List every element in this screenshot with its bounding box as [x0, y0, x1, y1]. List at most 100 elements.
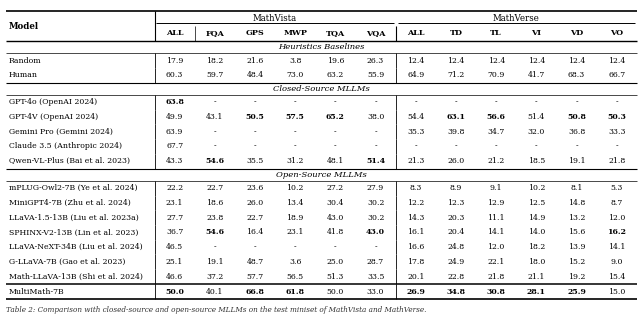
Text: 34.8: 34.8 [447, 287, 465, 296]
Text: -: - [214, 98, 216, 106]
Text: -: - [374, 128, 377, 136]
Text: SPHINX-V2-13B (Lin et al. 2023): SPHINX-V2-13B (Lin et al. 2023) [9, 229, 138, 236]
Text: 46.5: 46.5 [166, 243, 183, 251]
Text: Open-Source MLLMs: Open-Source MLLMs [276, 171, 367, 179]
Text: 50.3: 50.3 [607, 113, 626, 121]
Text: TL: TL [490, 29, 502, 37]
Text: -: - [575, 98, 578, 106]
Text: 10.2: 10.2 [287, 184, 304, 192]
Text: -: - [253, 143, 257, 150]
Text: 57.5: 57.5 [286, 113, 305, 121]
Text: -: - [415, 143, 417, 150]
Text: 63.2: 63.2 [327, 71, 344, 79]
Text: Qwen-VL-Plus (Bai et al. 2023): Qwen-VL-Plus (Bai et al. 2023) [9, 157, 130, 165]
Text: 15.4: 15.4 [608, 272, 625, 281]
Text: MWP: MWP [284, 29, 307, 37]
Text: 16.1: 16.1 [407, 229, 424, 236]
Text: 48.1: 48.1 [327, 157, 344, 165]
Text: 14.3: 14.3 [407, 214, 424, 222]
Text: 27.7: 27.7 [166, 214, 183, 222]
Text: 23.6: 23.6 [246, 184, 264, 192]
Text: 16.4: 16.4 [246, 229, 264, 236]
Text: 12.0: 12.0 [488, 243, 505, 251]
Text: mPLUG-Owl2-7B (Ye et al. 2024): mPLUG-Owl2-7B (Ye et al. 2024) [9, 184, 138, 192]
Text: -: - [253, 243, 257, 251]
Text: 39.8: 39.8 [447, 128, 465, 136]
Text: -: - [294, 243, 296, 251]
Text: 24.8: 24.8 [447, 243, 465, 251]
Text: 56.6: 56.6 [486, 113, 506, 121]
Text: 19.1: 19.1 [568, 157, 585, 165]
Text: 12.4: 12.4 [407, 57, 424, 64]
Text: 66.8: 66.8 [246, 287, 264, 296]
Text: 26.0: 26.0 [447, 157, 465, 165]
Text: 67.7: 67.7 [166, 143, 183, 150]
Text: 13.2: 13.2 [568, 214, 585, 222]
Text: 64.9: 64.9 [407, 71, 424, 79]
Text: 8.1: 8.1 [570, 184, 582, 192]
Text: 57.7: 57.7 [246, 272, 264, 281]
Text: GPS: GPS [246, 29, 264, 37]
Text: MathVista: MathVista [253, 14, 297, 23]
Text: G-LLaVA-7B (Gao et al. 2023): G-LLaVA-7B (Gao et al. 2023) [9, 258, 125, 266]
Text: ALL: ALL [407, 29, 424, 37]
Text: 26.9: 26.9 [406, 287, 425, 296]
Text: 19.6: 19.6 [326, 57, 344, 64]
Text: 25.9: 25.9 [567, 287, 586, 296]
Text: 3.6: 3.6 [289, 258, 301, 266]
Text: 43.0: 43.0 [326, 214, 344, 222]
Text: Claude 3.5 (Anthropic 2024): Claude 3.5 (Anthropic 2024) [9, 143, 122, 150]
Text: 21.2: 21.2 [488, 157, 505, 165]
Text: 46.6: 46.6 [166, 272, 183, 281]
Text: 70.9: 70.9 [488, 71, 505, 79]
Text: 15.6: 15.6 [568, 229, 585, 236]
Text: 28.7: 28.7 [367, 258, 384, 266]
Text: 23.1: 23.1 [287, 229, 304, 236]
Text: 31.2: 31.2 [287, 157, 304, 165]
Text: 24.9: 24.9 [447, 258, 465, 266]
Text: 12.2: 12.2 [407, 199, 424, 207]
Text: 12.4: 12.4 [488, 57, 505, 64]
Text: 16.2: 16.2 [607, 229, 626, 236]
Text: 51.4: 51.4 [366, 157, 385, 165]
Text: 8.7: 8.7 [611, 199, 623, 207]
Text: 14.8: 14.8 [568, 199, 585, 207]
Text: 20.4: 20.4 [447, 229, 465, 236]
Text: 73.0: 73.0 [287, 71, 304, 79]
Text: Closed-Source MLLMs: Closed-Source MLLMs [273, 85, 370, 93]
Text: 18.2: 18.2 [206, 57, 223, 64]
Text: TQA: TQA [326, 29, 345, 37]
Text: MiniGPT4-7B (Zhu et al. 2024): MiniGPT4-7B (Zhu et al. 2024) [9, 199, 131, 207]
Text: -: - [374, 143, 377, 150]
Text: 50.0: 50.0 [326, 287, 344, 296]
Text: 10.2: 10.2 [527, 184, 545, 192]
Text: TD: TD [449, 29, 463, 37]
Text: -: - [535, 143, 538, 150]
Text: LLaVA-1.5-13B (Liu et al. 2023a): LLaVA-1.5-13B (Liu et al. 2023a) [9, 214, 139, 222]
Text: -: - [616, 98, 618, 106]
Text: 68.3: 68.3 [568, 71, 585, 79]
Text: 5.3: 5.3 [611, 184, 623, 192]
Text: 30.8: 30.8 [486, 287, 506, 296]
Text: 50.5: 50.5 [246, 113, 264, 121]
Text: 61.8: 61.8 [285, 287, 305, 296]
Text: 41.8: 41.8 [327, 229, 344, 236]
Text: 30.4: 30.4 [326, 199, 344, 207]
Text: 26.3: 26.3 [367, 57, 384, 64]
Text: 13.4: 13.4 [287, 199, 304, 207]
Text: 9.0: 9.0 [611, 258, 623, 266]
Text: 22.8: 22.8 [447, 272, 465, 281]
Text: 59.7: 59.7 [206, 71, 223, 79]
Text: 13.9: 13.9 [568, 243, 585, 251]
Text: 21.3: 21.3 [407, 157, 424, 165]
Text: 12.0: 12.0 [608, 214, 625, 222]
Text: Heuristics Baselines: Heuristics Baselines [278, 43, 365, 51]
Text: -: - [454, 143, 457, 150]
Text: -: - [214, 143, 216, 150]
Text: 35.3: 35.3 [407, 128, 424, 136]
Text: 17.9: 17.9 [166, 57, 183, 64]
Text: 43.1: 43.1 [206, 113, 223, 121]
Text: 27.9: 27.9 [367, 184, 384, 192]
Text: 32.0: 32.0 [527, 128, 545, 136]
Text: -: - [454, 98, 457, 106]
